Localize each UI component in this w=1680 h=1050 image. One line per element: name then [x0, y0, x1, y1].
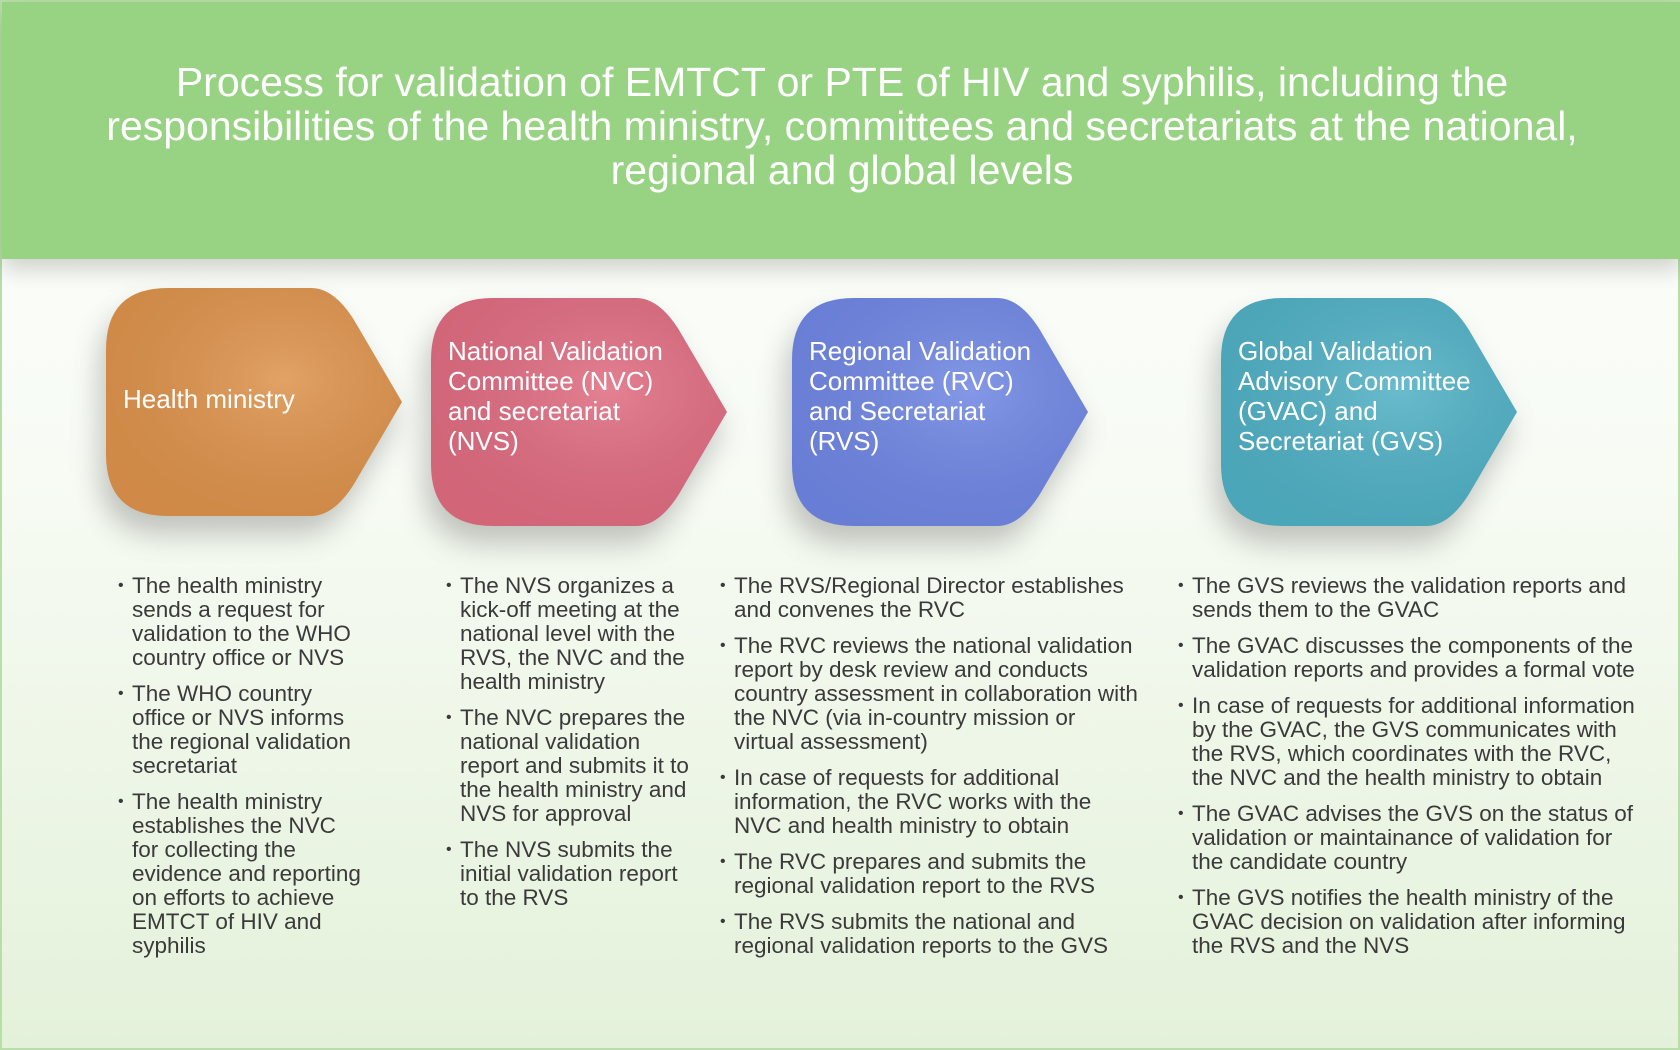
step-label-gvac: Global Validation Advisory Committee (GV… [1238, 336, 1471, 456]
arrow-shape-rvc [792, 298, 1088, 526]
bullet-item: The GVAC advises the GVS on the status o… [1178, 802, 1648, 874]
step-label-nvc: National Validation Committee (NVC) and … [448, 336, 663, 456]
step-shape-gvac: Global Validation Advisory Committee (GV… [1221, 298, 1517, 526]
step-shape-health-ministry: Health ministry [106, 288, 402, 516]
bullet-item: The GVS notifies the health ministry of … [1178, 886, 1648, 958]
step-shape-rvc: Regional Validation Committee (RVC) and … [792, 298, 1088, 526]
bullet-item: The WHO country office or NVS informs th… [118, 682, 368, 778]
bullet-item: The NVS submits the initial validation r… [446, 838, 691, 910]
page-title: Process for validation of EMTCT or PTE o… [106, 58, 1578, 193]
bullet-item: In case of requests for additional infor… [720, 766, 1138, 838]
step-shape-nvc: National Validation Committee (NVC) and … [431, 298, 727, 526]
arrow-shape-nvc [431, 298, 727, 526]
bullet-item: The NVS organizes a kick-off meeting at … [446, 574, 691, 694]
bullet-item: In case of requests for additional infor… [1178, 694, 1648, 790]
bullet-item: The RVS submits the national and regiona… [720, 910, 1138, 958]
bullet-list-nvc: The NVS organizes a kick-off meeting at … [446, 574, 691, 922]
header-banner: Process for validation of EMTCT or PTE o… [2, 2, 1680, 259]
bullet-list-health-ministry: The health ministry sends a request for … [118, 574, 368, 970]
step-label-rvc: Regional Validation Committee (RVC) and … [809, 336, 1032, 456]
bullet-list-gvac: The GVS reviews the validation reports a… [1178, 574, 1648, 970]
bullet-item: The GVS reviews the validation reports a… [1178, 574, 1648, 622]
arrow-shape-gvac [1221, 298, 1517, 526]
bullet-item: The RVC reviews the national validation … [720, 634, 1138, 754]
step-label-health-ministry: Health ministry [123, 384, 295, 414]
bullet-item: The GVAC discusses the components of the… [1178, 634, 1648, 682]
bullet-item: The NVC prepares the national validation… [446, 706, 691, 826]
bullet-item: The RVC prepares and submits the regiona… [720, 850, 1138, 898]
bullet-item: The RVS/Regional Director establishes an… [720, 574, 1138, 622]
bullet-item: The health ministry establishes the NVC … [118, 790, 368, 958]
bullet-list-rvc: The RVS/Regional Director establishes an… [720, 574, 1138, 970]
arrow-shape-health-ministry [106, 288, 402, 516]
bullet-item: The health ministry sends a request for … [118, 574, 368, 670]
